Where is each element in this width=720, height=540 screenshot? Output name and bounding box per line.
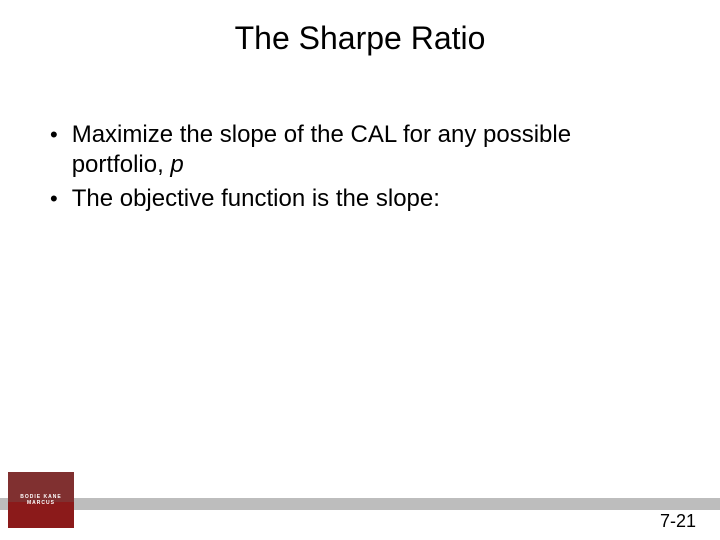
logo-text: BODIE KANE MARCUS [8, 494, 74, 506]
slide: The Sharpe Ratio • Maximize the slope of… [0, 0, 720, 540]
slide-footer: BODIE KANE MARCUS 7-21 [0, 470, 720, 540]
slide-body: • Maximize the slope of the CAL for any … [50, 120, 660, 218]
bullet-text-italic: p [170, 151, 183, 178]
bullet-text-prefix: Maximize the slope of the CAL for any po… [72, 121, 571, 178]
bullet-text: The objective function is the slope: [72, 184, 440, 214]
bullet-icon: • [50, 184, 58, 214]
publisher-logo: BODIE KANE MARCUS [8, 472, 74, 528]
bullet-icon: • [50, 120, 58, 150]
bullet-item: • The objective function is the slope: [50, 184, 660, 214]
footer-bar [0, 498, 720, 510]
bullet-text-prefix: The objective function is the slope: [72, 185, 440, 212]
bullet-text: Maximize the slope of the CAL for any po… [72, 120, 660, 180]
slide-title: The Sharpe Ratio [0, 20, 720, 57]
bullet-item: • Maximize the slope of the CAL for any … [50, 120, 660, 180]
page-number: 7-21 [660, 511, 696, 532]
